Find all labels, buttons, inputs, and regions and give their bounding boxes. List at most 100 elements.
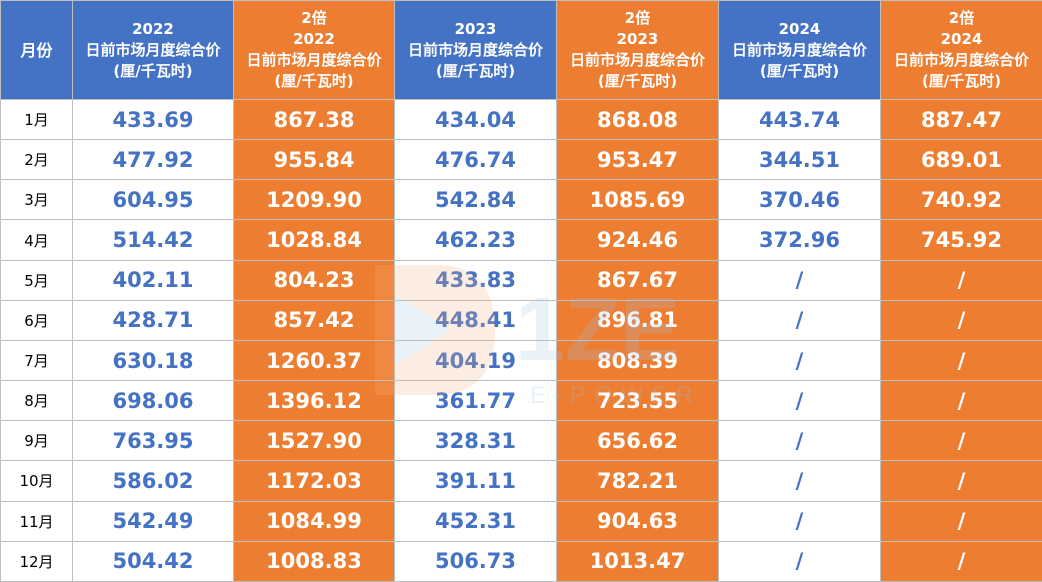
double-price-cell: 1008.83: [233, 540, 395, 582]
table-row: 12月 504.42 1008.83 506.73 1013.47//: [0, 540, 1042, 582]
month-cell: 3月: [0, 179, 73, 221]
header-line: (厘/千瓦时): [921, 72, 1002, 90]
price-column-header: 2倍 2022 日前市场月度综合价 (厘/千瓦时): [233, 0, 395, 100]
month-cell: 8月: [0, 380, 73, 422]
double-price-cell: 896.81: [556, 299, 719, 341]
header-line: 2024: [778, 19, 821, 38]
price-cell: 433.83: [394, 259, 557, 301]
double-price-cell: /: [880, 500, 1042, 542]
double-price-cell: /: [880, 420, 1042, 462]
header-line: 日前市场月度综合价: [407, 40, 543, 59]
price-cell: /: [718, 339, 881, 382]
double-price-cell: /: [880, 460, 1042, 502]
double-price-cell: 723.55: [556, 380, 719, 422]
header-line: (厘/千瓦时): [113, 61, 193, 80]
price-column-header: 2倍 2024 日前市场月度综合价 (厘/千瓦时): [880, 0, 1042, 100]
price-column-header: 2022 日前市场月度综合价 (厘/千瓦时): [72, 0, 234, 100]
price-cell: 763.95: [72, 420, 234, 462]
table-row: 5月 402.11 804.23 433.83 867.67//: [0, 259, 1042, 301]
price-cell: 452.31: [394, 500, 557, 542]
month-cell: 11月: [0, 500, 73, 542]
double-price-cell: 745.92: [880, 219, 1042, 261]
price-cell: 328.31: [394, 420, 557, 462]
month-cell: 12月: [0, 540, 73, 582]
double-price-cell: 1209.90: [233, 179, 395, 221]
price-cell: 630.18: [72, 339, 234, 382]
month-cell: 7月: [0, 339, 73, 382]
double-price-cell: 1084.99: [233, 500, 395, 542]
month-cell: 10月: [0, 460, 73, 502]
price-cell: 372.96: [718, 219, 881, 261]
double-price-cell: 887.47: [880, 98, 1042, 141]
double-price-cell: /: [880, 380, 1042, 422]
price-cell: 698.06: [72, 380, 234, 422]
table-body: 1月 433.69 867.38 434.04 868.08 443.74 887.47 2月…: [0, 98, 1042, 582]
price-column-header: 2倍 2023 日前市场月度综合价 (厘/千瓦时): [556, 0, 719, 100]
double-price-cell: 1028.84: [233, 219, 395, 261]
double-price-cell: 868.08: [556, 98, 719, 141]
price-cell: 448.41: [394, 299, 557, 341]
double-price-cell: 656.62: [556, 420, 719, 462]
table-row: 11月 542.49 1084.99 452.31 904.63//: [0, 500, 1042, 542]
price-cell: /: [718, 460, 881, 502]
table-row: 10月 586.02 1172.03 391.11 782.21//: [0, 460, 1042, 502]
table-row: 9月 763.95 1527.90 328.31 656.62//: [0, 420, 1042, 462]
double-price-cell: 1527.90: [233, 420, 395, 462]
double-price-cell: 924.46: [556, 219, 719, 261]
header-line: 2022: [293, 30, 335, 48]
price-cell: 344.51: [718, 139, 881, 181]
header-line: 2022: [132, 19, 174, 38]
table-row: 7月 630.18 1260.37 404.19 808.39//: [0, 339, 1042, 382]
price-cell: 370.46: [718, 179, 881, 221]
price-cell: /: [718, 259, 881, 301]
header-line: (厘/千瓦时): [597, 72, 678, 90]
header-line: 日前市场月度综合价: [246, 51, 382, 69]
header-line: (厘/千瓦时): [435, 61, 516, 80]
header-line: 日前市场月度综合价: [85, 40, 221, 59]
double-price-cell: 1085.69: [556, 179, 719, 221]
price-cell: 604.95: [72, 179, 234, 221]
table-row: 6月 428.71 857.42 448.41 896.81//: [0, 299, 1042, 341]
table-row: 8月 698.06 1396.12 361.77 723.55//: [0, 380, 1042, 422]
table-row: 2月 477.92 955.84 476.74 953.47 344.51 689.01: [0, 139, 1042, 181]
double-price-cell: 857.42: [233, 299, 395, 341]
month-cell: 2月: [0, 139, 73, 181]
header-line: 日前市场月度综合价: [569, 51, 705, 69]
double-price-cell: 955.84: [233, 139, 395, 181]
month-cell: 9月: [0, 420, 73, 462]
double-price-cell: 867.38: [233, 98, 395, 141]
double-price-cell: 804.23: [233, 259, 395, 301]
double-price-cell: 1260.37: [233, 339, 395, 382]
month-cell: 4月: [0, 219, 73, 261]
price-cell: 477.92: [72, 139, 234, 181]
header-line: 2024: [940, 30, 983, 48]
table-header: 月份 2022 日前市场月度综合价 (厘/千瓦时) 2倍 2022 日前市场月度综合价 (厘/…: [0, 0, 1042, 100]
month-cell: 1月: [0, 98, 73, 141]
price-cell: 361.77: [394, 380, 557, 422]
double-price-cell: /: [880, 299, 1042, 341]
price-cell: /: [718, 540, 881, 582]
double-price-cell: 740.92: [880, 179, 1042, 221]
price-cell: 428.71: [72, 299, 234, 341]
header-row: 月份 2022 日前市场月度综合价 (厘/千瓦时) 2倍 2022 日前市场月度综合价 (厘/…: [0, 0, 1042, 100]
double-price-cell: 1013.47: [556, 540, 719, 582]
price-cell: 391.11: [394, 460, 557, 502]
double-price-cell: 782.21: [556, 460, 719, 502]
price-cell: 586.02: [72, 460, 234, 502]
price-cell: /: [718, 500, 881, 542]
header-line: 日前市场月度综合价: [893, 51, 1029, 69]
table-row: 1月 433.69 867.38 434.04 868.08 443.74 887.47: [0, 98, 1042, 141]
price-cell: 542.84: [394, 179, 557, 221]
double-price-cell: 904.63: [556, 500, 719, 542]
double-price-cell: 953.47: [556, 139, 719, 181]
price-cell: 542.49: [72, 500, 234, 542]
table-row: 4月 514.42 1028.84 462.23 924.46 372.96 745.92: [0, 219, 1042, 261]
double-price-cell: /: [880, 259, 1042, 301]
double-price-cell: 1172.03: [233, 460, 395, 502]
header-line: 2倍: [948, 9, 975, 27]
price-cell: 514.42: [72, 219, 234, 261]
month-column-header: 月份: [0, 0, 73, 100]
price-cell: 443.74: [718, 98, 881, 141]
price-cell: 404.19: [394, 339, 557, 382]
